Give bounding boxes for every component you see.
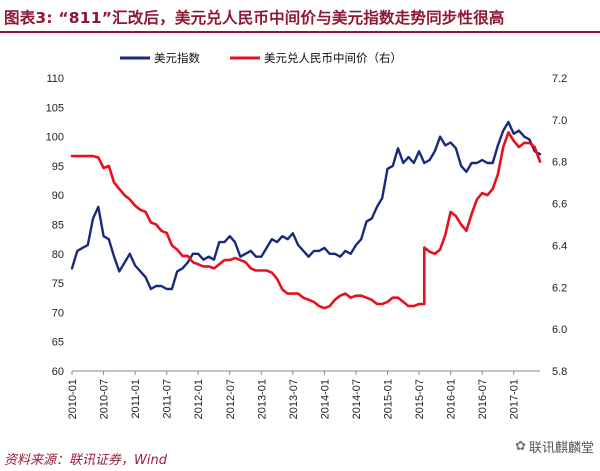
legend: 美元指数 美元兑人民币中间价（右）	[120, 51, 402, 65]
x-tick-label: 2017-01	[509, 379, 521, 419]
x-tick-label: 2015-01	[383, 379, 395, 419]
x-tick-label: 2011-07	[162, 379, 174, 419]
title-rule	[0, 31, 600, 33]
y-left-tick-label: 110	[46, 73, 64, 85]
x-tick-label: 2016-07	[477, 379, 489, 419]
y-right-tick-label: 6.6	[552, 199, 567, 211]
y-left-axis: 60 65 70 75 80 85 90 95 100 105 110	[46, 73, 64, 378]
x-tick-label: 2014-01	[319, 379, 331, 419]
y-right-tick-label: 6.2	[552, 282, 567, 294]
y-left-tick-label: 90	[52, 190, 64, 202]
y-right-tick-label: 5.8	[552, 366, 567, 378]
y-right-tick-label: 6.0	[552, 324, 567, 336]
x-tick-label: 2011-01	[130, 379, 142, 419]
y-right-tick-label: 7.2	[552, 73, 567, 85]
x-tick-label: 2016-01	[446, 379, 458, 419]
x-tick-label: 2013-07	[288, 379, 300, 419]
x-tick-label: 2012-01	[193, 379, 205, 419]
x-tick-label: 2010-01	[67, 379, 79, 419]
x-axis: 2010-01 2010-07 2011-01 2011-07 2012-01 2012-…	[67, 370, 540, 419]
x-tick-label: 2010-07	[99, 379, 111, 419]
y-right-tick-label: 6.8	[552, 157, 567, 169]
y-left-tick-label: 80	[52, 249, 64, 261]
y-left-tick-label: 100	[46, 132, 64, 144]
x-tick-label: 2015-07	[414, 379, 426, 419]
x-tick-label: 2014-07	[351, 379, 363, 419]
y-right-axis: 5.8 6.0 6.2 6.4 6.6 6.8 7.0 7.2	[552, 73, 567, 378]
y-left-tick-label: 105	[46, 102, 64, 114]
series-layer	[70, 120, 542, 310]
y-right-tick-label: 7.0	[552, 115, 567, 127]
y-left-tick-label: 95	[52, 161, 64, 173]
series-line-cny	[70, 131, 542, 310]
x-tick-label: 2012-07	[225, 379, 237, 419]
legend-item-dxy: 美元指数	[120, 51, 200, 65]
legend-label: 美元兑人民币中间价（右）	[264, 51, 402, 65]
y-left-tick-label: 65	[52, 337, 64, 349]
legend-label: 美元指数	[154, 51, 200, 65]
watermark-text: 联讯麒麟堂	[528, 441, 594, 456]
legend-item-cny: 美元兑人民币中间价（右）	[230, 51, 402, 65]
x-tick-label: 2013-01	[256, 379, 268, 419]
page-title: 图表3: “811”汇改后，美元兑人民币中间价与美元指数走势同步性很高	[4, 9, 505, 27]
chart: 美元指数 美元兑人民币中间价（右） 60 65 70 75 80 85 90 95 100 105 1…	[46, 51, 568, 419]
y-right-tick-label: 6.4	[552, 240, 567, 252]
source-note: 资料来源：联讯证券，Wind	[4, 453, 167, 468]
watermark: ✿ 联讯麒麟堂	[515, 437, 594, 456]
y-left-tick-label: 60	[52, 366, 64, 378]
wechat-icon: ✿	[515, 439, 526, 454]
y-left-tick-label: 70	[52, 307, 64, 319]
y-left-tick-label: 75	[52, 278, 64, 290]
y-left-tick-label: 85	[52, 220, 64, 232]
series-line-dxy	[70, 120, 542, 291]
